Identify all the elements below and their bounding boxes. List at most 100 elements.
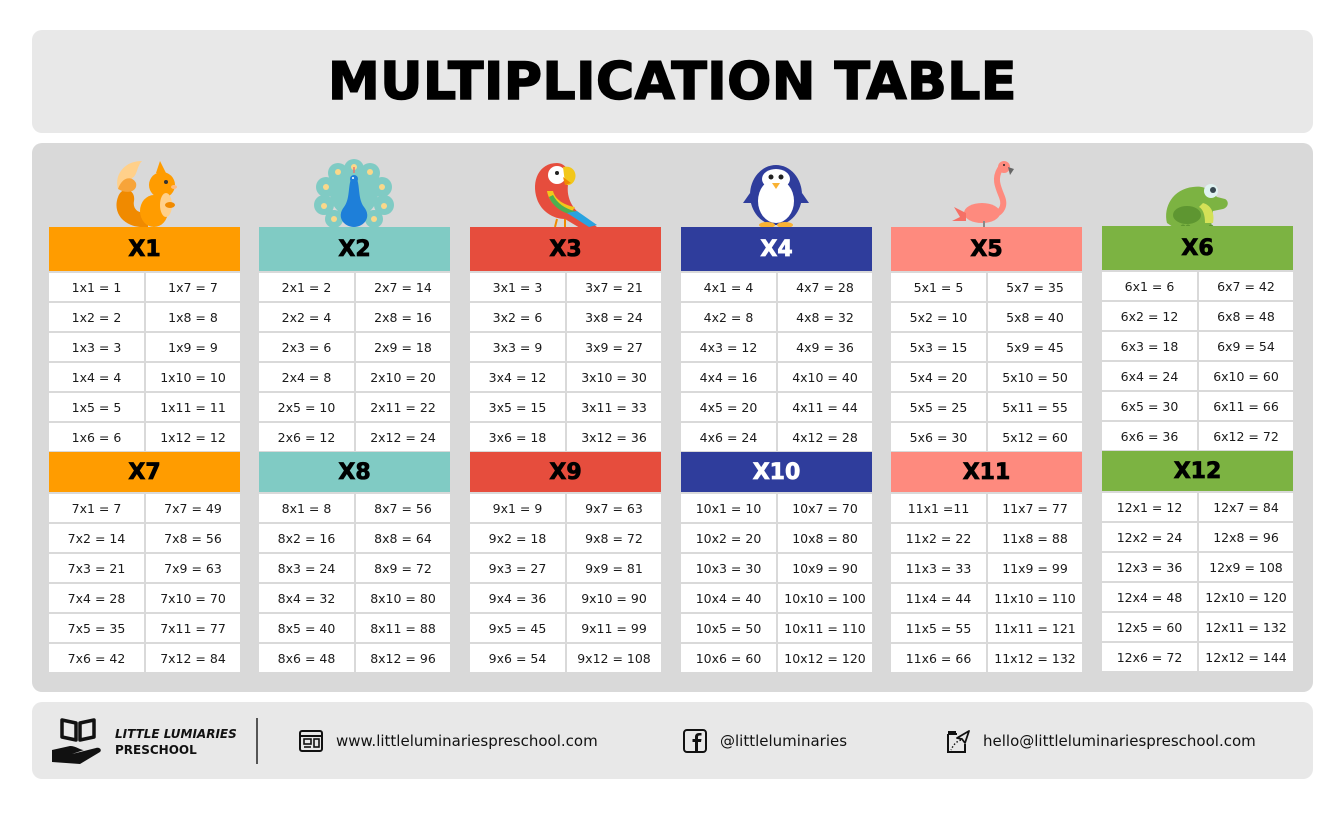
cell: 11x2 = 22	[891, 524, 986, 552]
website-text: www.littleluminariespreschool.com	[336, 732, 598, 750]
cell: 12x10 = 120	[1199, 583, 1293, 611]
cell: 5x10 = 50	[988, 363, 1082, 391]
cell: 4x1 = 4	[681, 273, 776, 301]
cell: 3x8 = 24	[567, 303, 661, 331]
table-header: X5	[891, 227, 1082, 271]
cell: 11x1 =11	[891, 494, 986, 522]
table-header: X10	[681, 452, 872, 492]
email-link[interactable]: hello@littleluminariespreschool.com	[945, 728, 1256, 754]
cell: 4x7 = 28	[778, 273, 872, 301]
cell: 10x8 = 80	[778, 524, 872, 552]
cell: 7x11 = 77	[146, 614, 240, 642]
cell: 3x5 = 15	[470, 393, 565, 421]
cell: 10x12 = 120	[778, 644, 872, 672]
cell: 12x4 = 48	[1102, 583, 1197, 611]
cell: 1x4 = 4	[49, 363, 144, 391]
cell: 4x6 = 24	[681, 423, 776, 451]
cell: 7x7 = 49	[146, 494, 240, 522]
cell: 10x11 = 110	[778, 614, 872, 642]
cell: 9x9 = 81	[567, 554, 661, 582]
facebook-link[interactable]: @littleluminaries	[682, 728, 847, 754]
cell: 10x5 = 50	[681, 614, 776, 642]
cell: 8x1 = 8	[259, 494, 354, 522]
cell: 9x6 = 54	[470, 644, 565, 672]
cell: 9x8 = 72	[567, 524, 661, 552]
cell: 12x3 = 36	[1102, 553, 1197, 581]
cell: 9x10 = 90	[567, 584, 661, 612]
cell: 10x9 = 90	[778, 554, 872, 582]
cell: 5x12 = 60	[988, 423, 1082, 451]
paper-plane-icon	[947, 730, 970, 753]
cell: 4x2 = 8	[681, 303, 776, 331]
cell: 3x10 = 30	[567, 363, 661, 391]
cell: 9x7 = 63	[567, 494, 661, 522]
cell: 7x1 = 7	[49, 494, 144, 522]
cell: 9x4 = 36	[470, 584, 565, 612]
cell: 1x3 = 3	[49, 333, 144, 361]
cell: 2x12 = 24	[356, 423, 450, 451]
cell: 6x1 = 6	[1102, 272, 1197, 300]
cell: 11x4 = 44	[891, 584, 986, 612]
cell: 11x12 = 132	[988, 644, 1082, 672]
title-banner: MULTIPLICATION TABLE	[32, 30, 1313, 133]
cell: 9x1 = 9	[470, 494, 565, 522]
cell: 5x7 = 35	[988, 273, 1082, 301]
cell: 4x3 = 12	[681, 333, 776, 361]
brand-name: LITTLE LUMIARIES PRESCHOOL	[115, 726, 237, 758]
cell: 12x6 = 72	[1102, 643, 1197, 671]
penguin-icon	[743, 165, 809, 228]
cell: 4x5 = 20	[681, 393, 776, 421]
cell: 6x12 = 72	[1199, 422, 1293, 450]
cell: 2x4 = 8	[259, 363, 354, 391]
cell: 12x9 = 108	[1199, 553, 1293, 581]
flamingo-icon	[952, 161, 1014, 231]
cell: 12x2 = 24	[1102, 523, 1197, 551]
cell: 5x4 = 20	[891, 363, 986, 391]
cell: 12x11 = 132	[1199, 613, 1293, 641]
cell: 4x4 = 16	[681, 363, 776, 391]
cell: 12x5 = 60	[1102, 613, 1197, 641]
cell: 5x8 = 40	[988, 303, 1082, 331]
cell: 2x9 = 18	[356, 333, 450, 361]
table-header: X9	[470, 452, 661, 492]
parrot-icon	[535, 163, 597, 231]
cell: 7x10 = 70	[146, 584, 240, 612]
page-title: MULTIPLICATION TABLE	[327, 51, 1017, 113]
cell: 10x7 = 70	[778, 494, 872, 522]
cell: 8x6 = 48	[259, 644, 354, 672]
cell: 11x8 = 88	[988, 524, 1082, 552]
cell: 7x8 = 56	[146, 524, 240, 552]
cell: 2x1 = 2	[259, 273, 354, 301]
cell: 12x1 = 12	[1102, 493, 1197, 521]
cell: 8x7 = 56	[356, 494, 450, 522]
cell: 6x4 = 24	[1102, 362, 1197, 390]
cell: 2x11 = 22	[356, 393, 450, 421]
cell: 2x3 = 6	[259, 333, 354, 361]
table-x9: X9 9x1 = 9 9x7 = 63 9x2 = 18 9x8 = 72 9x3 …	[470, 452, 661, 672]
cell: 8x9 = 72	[356, 554, 450, 582]
website-link[interactable]: www.littleluminariespreschool.com	[298, 728, 598, 754]
brand-line-1: LITTLE LUMIARIES	[115, 727, 237, 741]
cell: 11x11 = 121	[988, 614, 1082, 642]
table-x1: X1 1x1 = 1 1x7 = 7 1x2 = 2 1x8 = 8 1x3 = 3…	[49, 227, 240, 451]
browser-window-icon	[299, 730, 323, 752]
table-x2: X2 2x1 = 2 2x7 = 14 2x2 = 4 2x8 = 16 2x3 =…	[259, 227, 450, 451]
cell: 7x2 = 14	[49, 524, 144, 552]
cell: 2x10 = 20	[356, 363, 450, 391]
cell: 1x5 = 5	[49, 393, 144, 421]
table-x11: X11 11x1 =11 11x7 = 77 11x2 = 22 11x8 = 88…	[891, 452, 1082, 672]
cell: 12x12 = 144	[1199, 643, 1293, 671]
email-text: hello@littleluminariespreschool.com	[983, 732, 1256, 750]
cell: 7x6 = 42	[49, 644, 144, 672]
table-x6: X6 6x1 = 6 6x7 = 42 6x2 = 12 6x8 = 48 6x3 …	[1102, 226, 1293, 450]
table-header: X2	[259, 227, 450, 271]
cell: 3x1 = 3	[470, 273, 565, 301]
frog-icon	[1166, 184, 1228, 230]
cell: 8x12 = 96	[356, 644, 450, 672]
cell: 6x3 = 18	[1102, 332, 1197, 360]
cell: 11x5 = 55	[891, 614, 986, 642]
cell: 1x6 = 6	[49, 423, 144, 451]
cell: 10x6 = 60	[681, 644, 776, 672]
cell: 4x10 = 40	[778, 363, 872, 391]
table-x4: X4 4x1 = 4 4x7 = 28 4x2 = 8 4x8 = 32 4x3 =…	[681, 227, 872, 451]
